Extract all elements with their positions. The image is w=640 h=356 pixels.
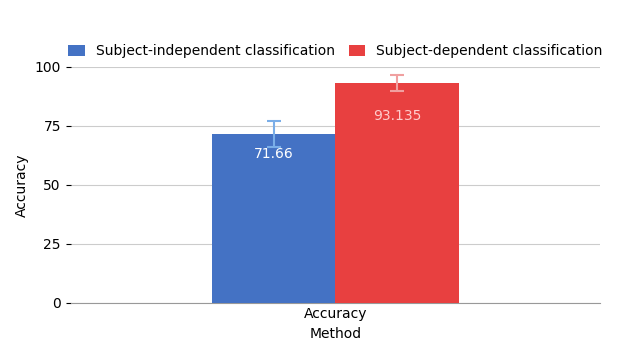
Bar [335,83,459,303]
Text: 71.66: 71.66 [253,147,294,161]
X-axis label: Method: Method [309,327,362,341]
Y-axis label: Accuracy: Accuracy [15,153,29,216]
Text: 93.135: 93.135 [373,110,421,124]
Bar [212,134,335,303]
Legend: Subject-independent classification, Subject-dependent classification: Subject-independent classification, Subj… [62,38,608,64]
